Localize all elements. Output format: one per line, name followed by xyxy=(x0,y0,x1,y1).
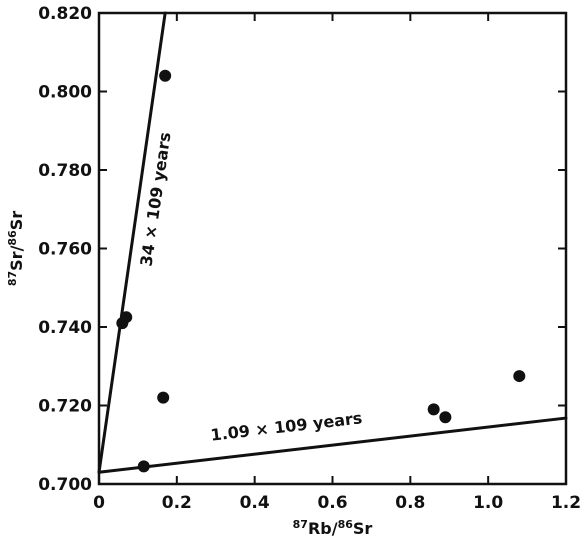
data-point xyxy=(439,411,452,424)
x-tick-label: 0.4 xyxy=(240,493,270,513)
data-points-layer xyxy=(116,69,526,473)
plot-frame xyxy=(97,11,568,486)
steep-isochron-label: 34 × 109 years xyxy=(137,131,175,268)
x-tick-label: 0 xyxy=(93,493,105,513)
x-axis-title: 87Rb/86Sr xyxy=(293,518,373,538)
shallow-isochron-line xyxy=(97,416,568,474)
ticks-layer: 0 0.2 0.4 0.6 0.8 1.0 1.2 0.700 0.720 0.740 0.760 0… xyxy=(38,4,581,513)
data-point xyxy=(137,460,150,473)
y-axis-title: 87Sr/86Sr xyxy=(6,211,26,286)
isochron-lines-layer xyxy=(97,11,568,474)
data-point xyxy=(120,311,133,324)
y-tick-label: 0.720 xyxy=(38,397,92,417)
data-point xyxy=(157,391,170,404)
y-tick-label: 0.820 xyxy=(38,4,92,24)
x-tick-label: 0.2 xyxy=(162,493,192,513)
y-tick-label: 0.700 xyxy=(38,475,92,495)
data-point xyxy=(159,69,172,82)
x-tick-label: 0.6 xyxy=(317,493,347,513)
y-tick-label: 0.760 xyxy=(38,240,92,260)
x-tick-label: 1.0 xyxy=(473,493,503,513)
data-point xyxy=(513,370,526,383)
shallow-isochron-label: 1.09 × 109 years xyxy=(210,408,364,444)
x-tick-label: 1.2 xyxy=(551,493,581,513)
x-tick-label: 0.8 xyxy=(395,493,425,513)
y-tick-label: 0.740 xyxy=(38,318,92,338)
y-tick-label: 0.780 xyxy=(38,161,92,181)
data-point xyxy=(427,403,440,416)
y-tick-label: 0.800 xyxy=(38,83,92,103)
steep-isochron-line xyxy=(97,11,167,474)
